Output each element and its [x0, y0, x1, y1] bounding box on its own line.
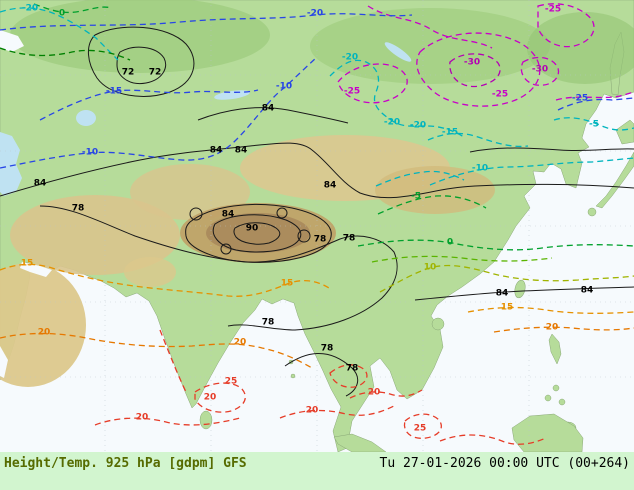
map-timestamp: Tu 27-01-2026 00:00 UTC (00+264): [379, 456, 630, 471]
isotherm-cyan: [0, 7, 634, 187]
caspian-sea: [0, 132, 22, 196]
isotherm-plus5: [371, 255, 553, 263]
kyushu-island: [587, 207, 597, 217]
hokkaido-island: [615, 119, 634, 145]
aral-sea: [76, 110, 96, 126]
water-bodies: [0, 30, 412, 378]
lake-baikal: [384, 42, 412, 62]
white-sea: [0, 30, 24, 52]
sumatra-island: [333, 433, 387, 452]
andaman-island: [290, 373, 296, 379]
isotherm-minus30: [449, 53, 501, 88]
isotherm-zero: [33, 3, 634, 251]
graticule: [0, 0, 634, 452]
isotherm-minus25: [337, 3, 634, 107]
philippine-island: [558, 398, 566, 406]
honshu-island: [595, 151, 634, 209]
map-area: -20 0 -20 -25 72 72 -20 -25 -30 -25 -30 -25 -15 -10 84…: [0, 0, 634, 452]
isotherm-plus10: [379, 264, 634, 293]
temperature-contours: [0, 3, 634, 445]
red-sea: [0, 346, 8, 378]
height-contours: [0, 26, 634, 397]
terrain-shading: [0, 0, 634, 387]
isotherm-darkgreen: [0, 47, 131, 61]
taiwan-island: [514, 279, 526, 299]
footer-bar: Height/Temp. 925 hPa [gdpm] GFS Tu 27-01…: [0, 452, 634, 490]
hainan-island: [431, 317, 445, 331]
persian-gulf: [20, 262, 52, 277]
isotherm-blue: [0, 13, 634, 169]
luzon-island: [548, 333, 562, 365]
map-svg: [0, 0, 634, 452]
philippine-island: [544, 394, 552, 402]
lake-balkhash: [214, 90, 250, 100]
map-title: Height/Temp. 925 hPa [gdpm] GFS: [4, 456, 247, 471]
isotherm-plus15: [0, 263, 634, 314]
isotherm-red: [94, 329, 547, 445]
philippine-island: [552, 384, 560, 392]
sri-lanka-island: [199, 410, 213, 430]
borneo-island: [511, 413, 584, 452]
isotherm-plus20: [0, 326, 634, 369]
